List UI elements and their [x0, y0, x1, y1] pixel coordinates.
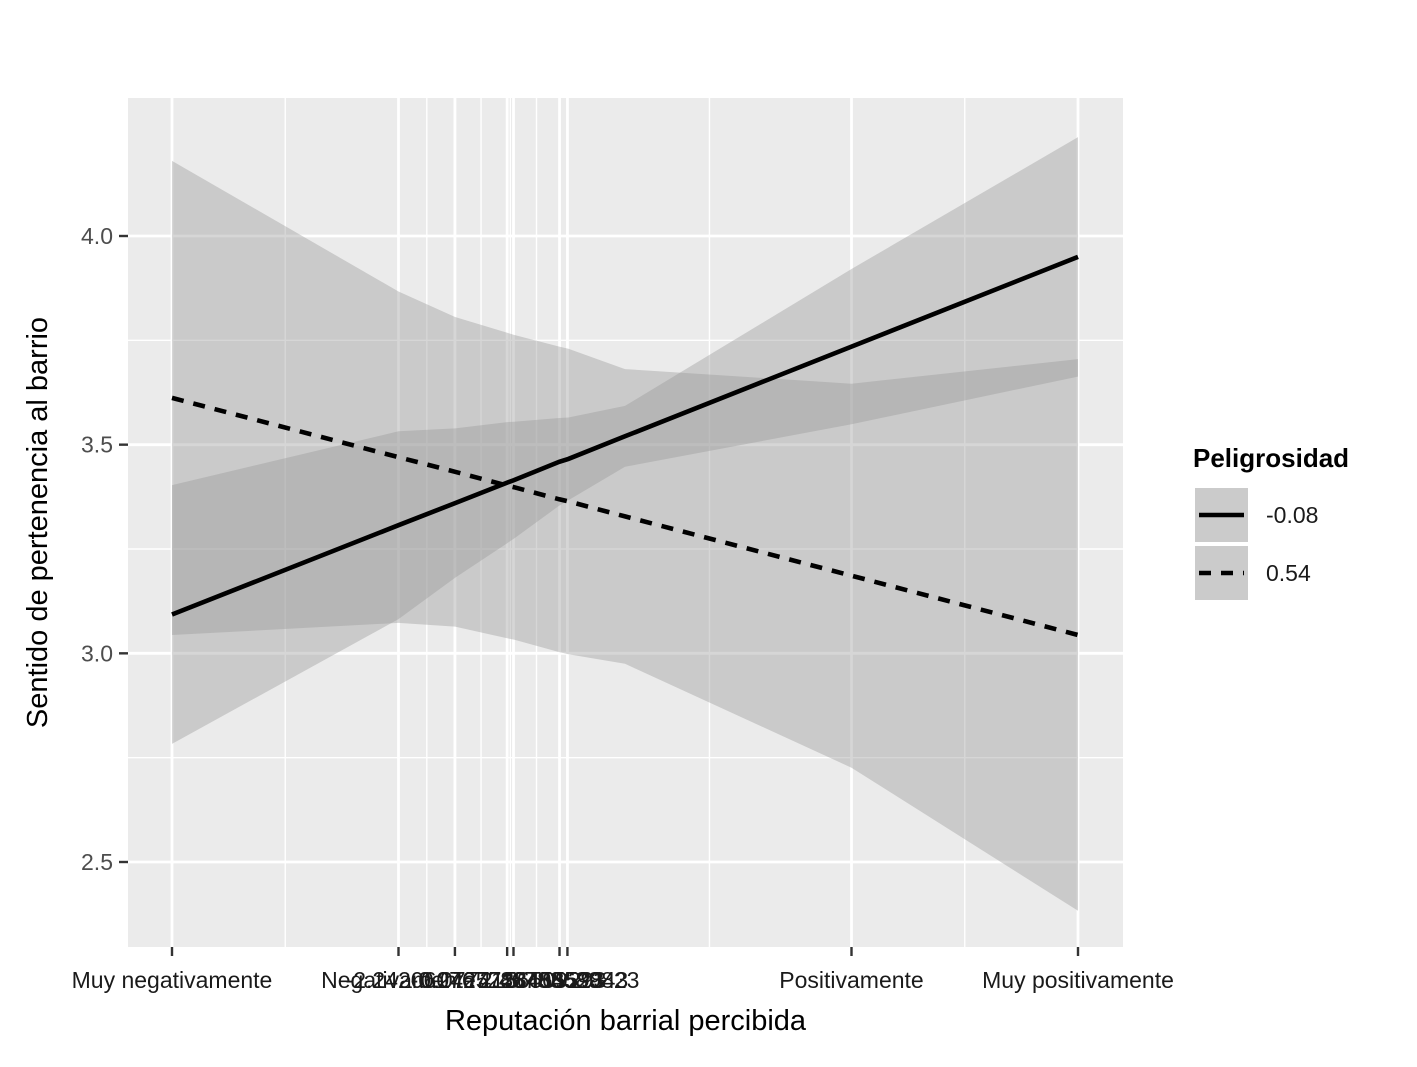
y-tick-label: 3.0 [81, 640, 113, 666]
series-line-1 [171, 254, 1079, 617]
x-axis-title: Reputación barrial percibida [445, 1005, 807, 1037]
x-tick-label: 2.46783689823 [480, 967, 640, 993]
axes: 2.5 3.0 3.5 4.0 Muy negativamente Negativamen… [72, 223, 1174, 993]
confidence-ribbons [172, 137, 1078, 911]
legend: Peligrosidad -0.08 0.54 [1193, 443, 1349, 600]
legend-label-2: 0.54 [1266, 560, 1311, 586]
y-tick-label: 3.5 [81, 432, 113, 458]
x-tick-label: -2.242060767288488 [346, 967, 565, 993]
x-tick-label: Muy positivamente [982, 967, 1174, 993]
ci-ribbon-series-1 [172, 137, 1078, 744]
y-axis-title: Sentido de pertenencia al barrio [22, 317, 54, 728]
y-tick-label: 4.0 [81, 223, 113, 249]
plot-panel [128, 98, 1123, 947]
y-tick-label: 2.5 [81, 849, 113, 875]
x-tick-label: -0.2425728455523 [411, 967, 604, 993]
x-tick-label: 0.0774156509293 [421, 967, 606, 993]
legend-items: -0.08 0.54 [1195, 488, 1318, 600]
grid-lines [128, 98, 1123, 947]
ci-ribbon-series-2 [172, 160, 1078, 911]
legend-label-1: -0.08 [1266, 502, 1318, 528]
legend-title: Peligrosidad [1193, 443, 1349, 473]
x-tick-label: Positivamente [779, 967, 923, 993]
series-lines [171, 254, 1079, 638]
x-tick-label: 3.40459843 [507, 967, 629, 993]
series-line-2 [171, 395, 1079, 638]
x-tick-label: Negativamente [321, 967, 476, 993]
x-tick-label: Muy negativamente [72, 967, 273, 993]
